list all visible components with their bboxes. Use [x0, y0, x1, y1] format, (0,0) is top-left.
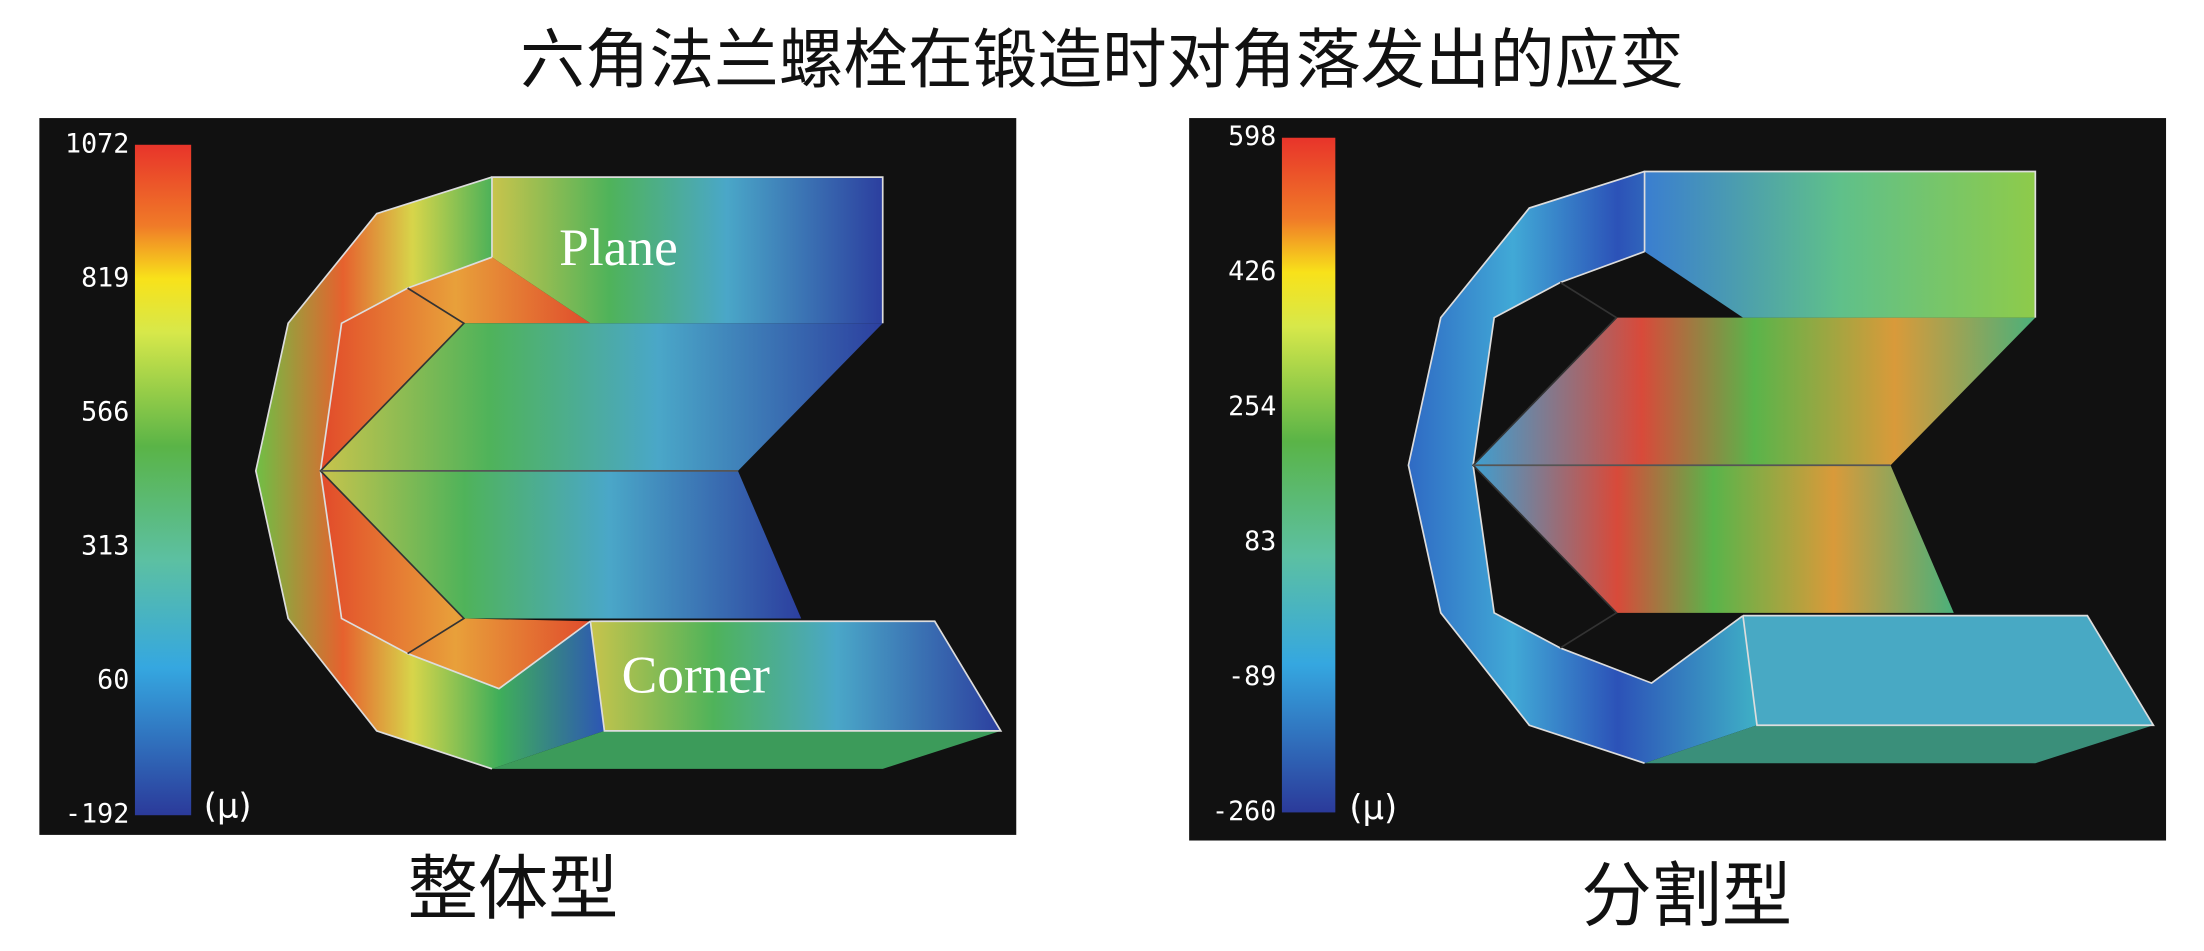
colorbar-tick-label: 1072	[65, 128, 129, 159]
colorbar	[1281, 137, 1336, 813]
colorbar-tick-label: 819	[81, 262, 129, 293]
colorbar-tick-label: 83	[1244, 526, 1276, 557]
colorbar-tick-label: -192	[65, 799, 129, 830]
colorbar-tick-label: -260	[1212, 796, 1276, 827]
region-label: Plane	[559, 217, 678, 277]
title: 六角法兰螺栓在锻造时对角落发出的应变	[520, 23, 1684, 98]
unit-label: (μ)	[1349, 788, 1397, 827]
caption: 分割型	[1581, 855, 1792, 937]
colorbar-tick-label: 313	[81, 531, 129, 562]
colorbar-tick-label: 426	[1228, 256, 1276, 287]
colorbar-tick-label: -89	[1228, 661, 1276, 692]
colorbar-tick-label: 598	[1228, 121, 1276, 152]
panel-right	[1189, 118, 2167, 841]
colorbar	[134, 144, 192, 816]
panel-left	[39, 118, 1017, 835]
colorbar-tick-label: 566	[81, 396, 129, 427]
caption: 整体型	[408, 848, 619, 930]
region-label: Corner	[622, 645, 771, 705]
colorbar-tick-label: 254	[1228, 391, 1276, 422]
unit-label: (μ)	[204, 787, 252, 826]
colorbar-tick-label: 60	[97, 665, 129, 696]
